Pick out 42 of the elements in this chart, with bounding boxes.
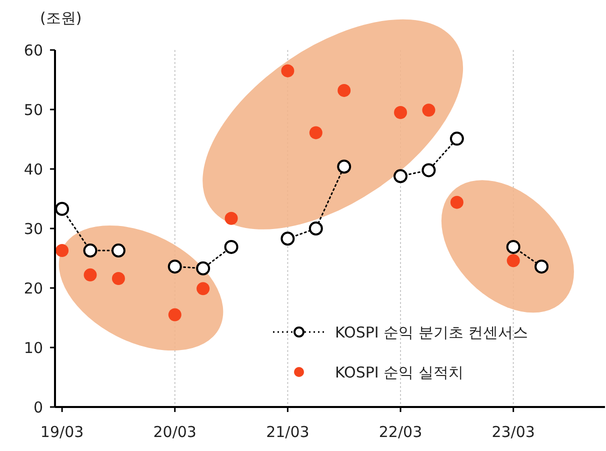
point [224,240,238,254]
point [281,64,294,78]
point [196,282,210,296]
point [111,244,126,258]
y-tick-label: 20 [24,279,43,298]
point [422,104,436,117]
x-tick-label: 21/03 [266,423,310,441]
point [168,260,182,274]
point [394,106,408,119]
point [196,261,210,276]
y-tick-label: 60 [24,41,43,60]
point [309,126,322,140]
y-tick-label: 50 [24,100,43,119]
y-axis-title: (조원) [40,9,82,27]
point [338,84,351,97]
point [83,244,98,258]
point [450,196,464,209]
point [280,232,295,246]
y-tick-label: 30 [24,220,43,238]
x-tick-label: 23/03 [492,423,535,441]
point [308,222,323,236]
point [506,254,520,268]
point [84,268,97,282]
legend-label: KOSPI 순익 실적치 [335,363,464,382]
x-tick-label: 22/03 [378,423,422,441]
legend-label: KOSPI 순익 분기초 컨센서스 [335,323,528,342]
point [55,202,70,216]
point [56,244,69,258]
point [224,212,238,225]
point [168,308,182,322]
point [337,160,352,174]
x-tick-label: 20/03 [153,423,196,441]
point [112,272,125,285]
y-tick-label: 40 [24,160,43,178]
point [394,169,408,184]
point [422,163,436,178]
point [534,260,549,274]
x-tick-label: 19/03 [40,423,84,441]
y-tick-label: 0 [33,398,43,416]
y-tick-label: 10 [24,338,43,357]
point [450,132,464,146]
point [506,240,520,254]
